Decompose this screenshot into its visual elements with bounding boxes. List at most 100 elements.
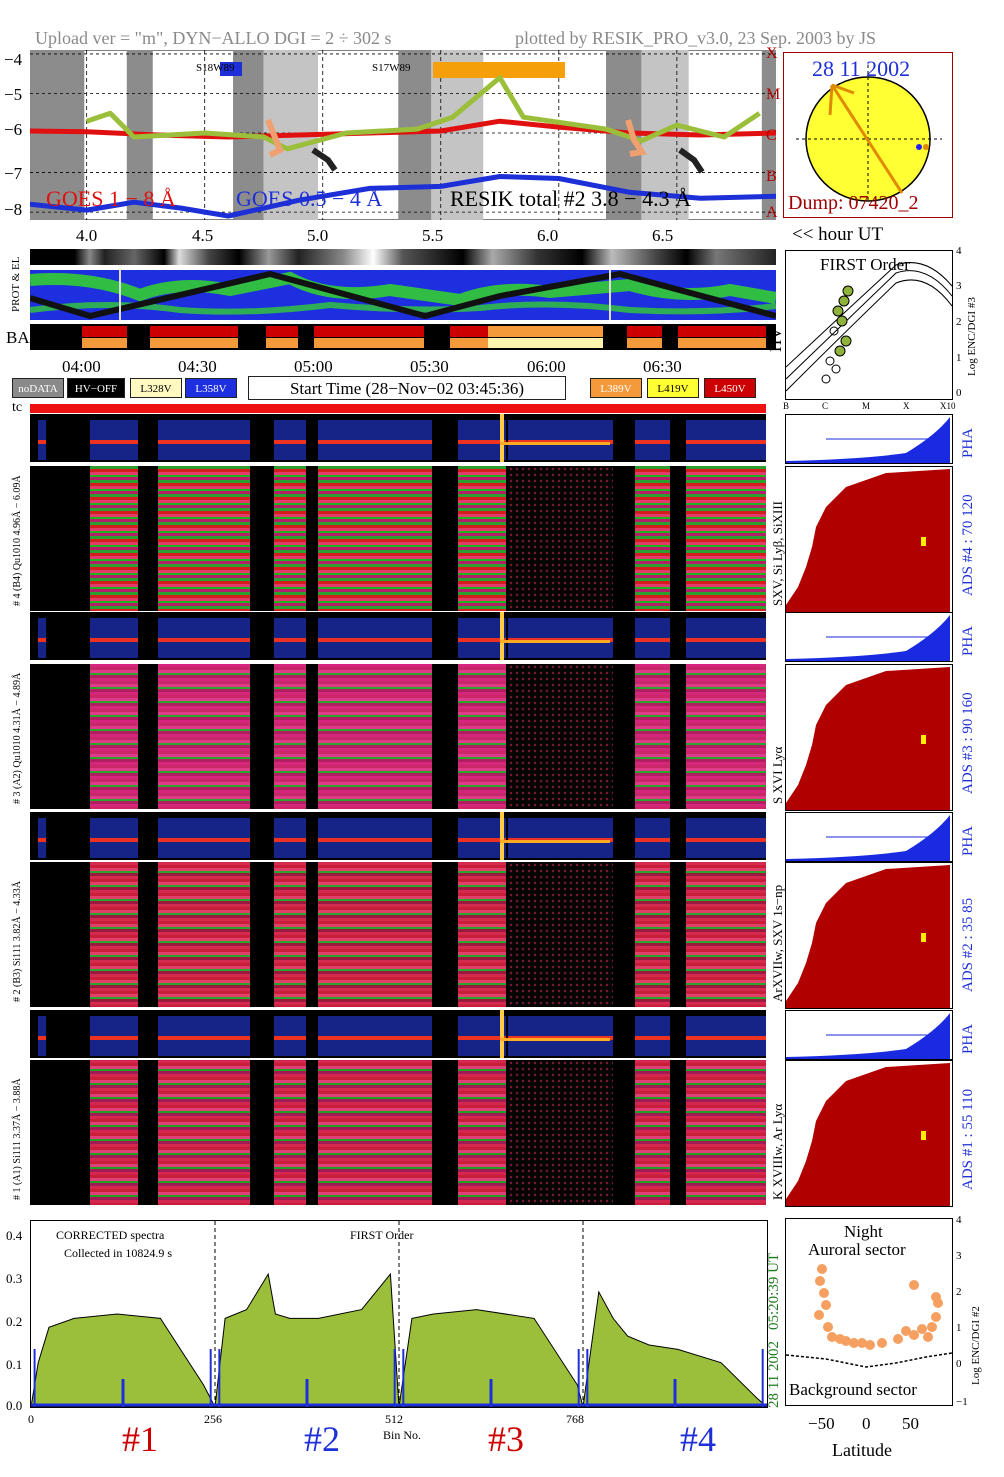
orbit-chart [785, 1264, 953, 1368]
fo-xtick: M [862, 401, 871, 411]
fo-ytick: 0 [956, 387, 962, 399]
ads-histogram [785, 664, 953, 811]
channel-spectrogram [30, 664, 766, 809]
ads-label: ADS #2 : 35 85 [960, 897, 976, 992]
spec-xtick: 0 [28, 1412, 34, 1426]
fo-xtick: X10 [940, 401, 956, 411]
time-tick: 04:30 [178, 357, 217, 376]
goes-ytick: −4 [4, 50, 23, 69]
orbit-point [857, 1338, 867, 1348]
sun-disk [796, 65, 942, 203]
grey-strip [30, 249, 776, 265]
spec-xtick: 256 [204, 1412, 222, 1426]
orbit-point [931, 1292, 941, 1302]
sun-dump: Dump: 07420_2 [788, 192, 919, 214]
orbit-ylabel: Log ENC/DGI #2 [970, 1306, 982, 1385]
prot-map [30, 270, 776, 320]
goes-xtick: 5.5 [422, 226, 444, 245]
pha-label: PHA [960, 625, 976, 656]
first-order-panel [785, 250, 953, 400]
spec-collected: Collected in 10824.9 s [64, 1246, 172, 1260]
orbit-point [909, 1330, 919, 1340]
orbit-night: Night [844, 1222, 883, 1241]
night-zone [431, 50, 484, 220]
orbit-point [909, 1280, 919, 1290]
pha-label: PHA [960, 1023, 976, 1054]
orbit-point [814, 1310, 824, 1320]
orbit-xlabel: Latitude [832, 1440, 892, 1460]
channel-line-label: ArXVIIw, SXV 1s−np [770, 884, 785, 1002]
spec-side-time: 05:20:39 UT [766, 1252, 782, 1330]
pha-histogram [785, 812, 953, 862]
flare-label: S18W89 [196, 62, 235, 74]
channel-number: #2 [304, 1419, 340, 1459]
sun-panel [783, 52, 953, 218]
channel-label: # 3 (A2) Qu1010 4.31Å − 4.89Å [12, 672, 23, 804]
channel-spectrogram [30, 1060, 766, 1205]
header-left: Upload ver = "m", DYN−ALLO DGI = 2 ÷ 302… [35, 28, 392, 48]
pha-histogram [785, 612, 953, 662]
spec-ytick: 0.2 [6, 1314, 23, 1329]
spec-ytick: 0.3 [6, 1271, 23, 1286]
fo-xtick: C [822, 401, 829, 411]
ba-strip [30, 324, 776, 350]
spec-xlabel: Bin No. [383, 1428, 422, 1442]
orbit-point [917, 1324, 927, 1334]
spec-side-date: 28 11 2002 [766, 1341, 782, 1408]
ads-label: ADS #3 : 90 160 [960, 692, 976, 794]
fo-ytick: 4 [956, 245, 962, 257]
class-letter: B [766, 168, 777, 185]
night-zone [30, 50, 85, 220]
time-tick: 06:30 [643, 357, 682, 376]
time-tick: 05:30 [410, 357, 449, 376]
flare-bar [220, 62, 242, 76]
channel-line-label: SXV, Si Lyβ, SiXIII [770, 501, 785, 606]
pha-label: PHA [960, 427, 976, 458]
time-tick: 04:00 [62, 357, 101, 376]
flare-bar [433, 62, 565, 78]
resik-event [625, 119, 648, 157]
ba-label: BA [6, 328, 30, 347]
pha-histogram [785, 1010, 953, 1060]
fo-xtick: X [903, 401, 910, 411]
channel-line-label: S XVI Lyα [770, 746, 785, 804]
orbit-point [827, 1332, 837, 1342]
first-order-chart [785, 262, 953, 392]
legend-hvoff: HV−OFF [67, 378, 125, 398]
orbit-ytick: −1 [956, 1396, 968, 1408]
fo-ytick: 2 [956, 316, 962, 328]
resik-event [265, 118, 284, 158]
tc-bar [30, 404, 766, 413]
orbit-point [865, 1340, 875, 1350]
time-tick: 05:00 [294, 357, 333, 376]
prot-label: PROT & EL [10, 256, 22, 312]
orbit-point [841, 1336, 851, 1346]
legend-450v: L450V [704, 378, 756, 398]
goes-xtick: 5.0 [307, 226, 329, 245]
goes-ytick: −8 [4, 200, 23, 219]
spec-corrected: CORRECTED spectra [56, 1228, 165, 1242]
legend-goes-18: GOES 1 − 8 Å [46, 186, 176, 211]
orbit-point [823, 1322, 833, 1332]
night-zone [398, 50, 432, 220]
hour-label: << hour UT [792, 224, 884, 245]
spec-ytick: 0.0 [6, 1398, 23, 1413]
legend-328v: L328V [130, 378, 182, 398]
ba-bars [82, 326, 766, 348]
channel-number: #1 [122, 1419, 158, 1459]
orbit-point [893, 1334, 903, 1344]
goes-series [30, 174, 776, 219]
sun-date: 28 11 2002 [812, 56, 911, 81]
legend-nodata: noDATA [12, 378, 64, 398]
resik-event [311, 147, 338, 172]
spectrum-panel [30, 1220, 769, 1409]
goes-xtick: 4.5 [192, 226, 214, 245]
orbit-point [815, 1276, 825, 1286]
pha-histogram [785, 414, 953, 464]
first-order-title: FIRST Order [820, 255, 910, 274]
orbit-background: Background sector [789, 1380, 917, 1399]
first-order-ylabel: Log ENC/DGI #3 [966, 297, 978, 376]
orbit-point [849, 1338, 859, 1348]
fo-ytick: 3 [956, 280, 962, 292]
fo-ytick: 1 [956, 352, 962, 364]
